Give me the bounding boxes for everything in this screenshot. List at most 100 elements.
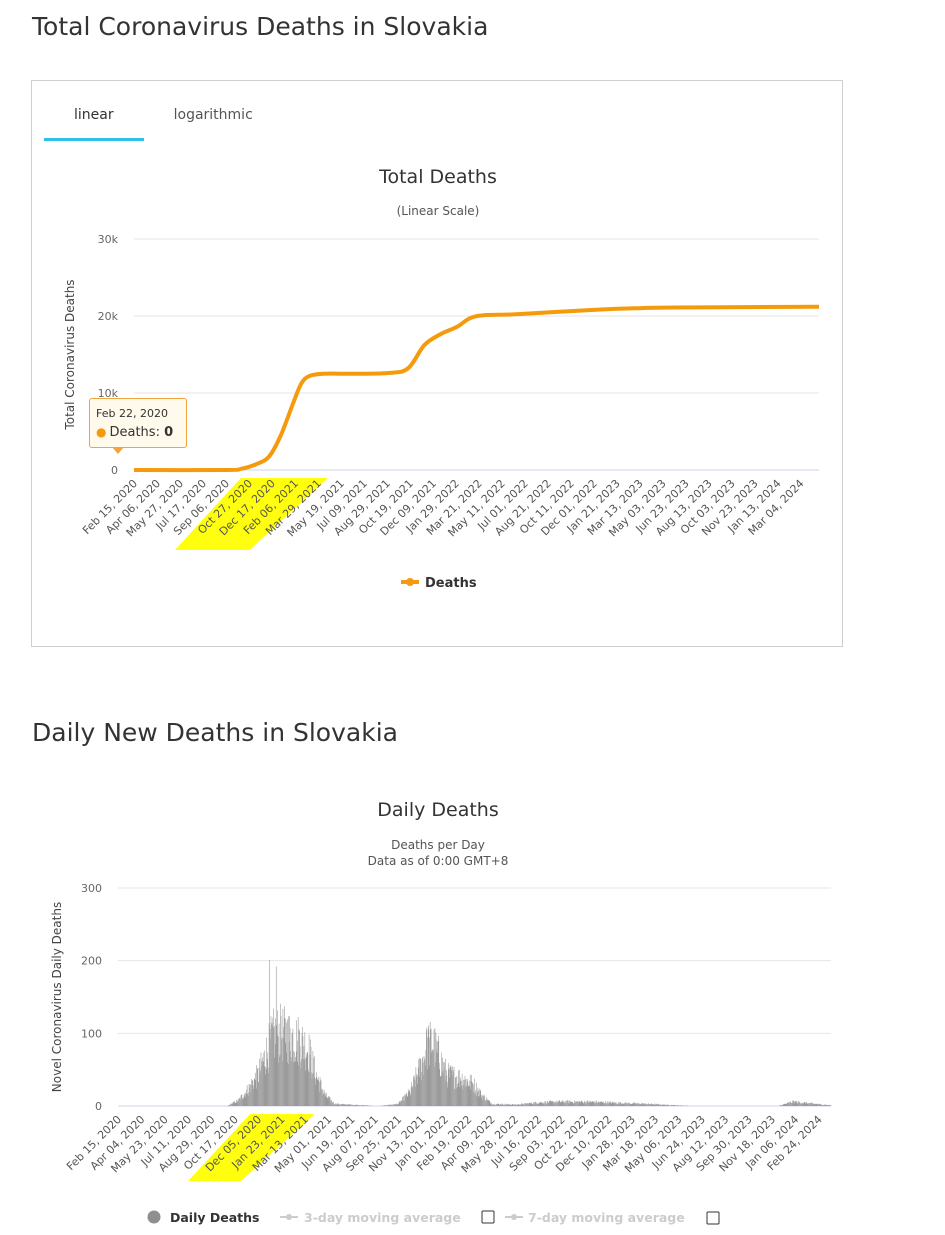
daily-bar: [636, 1103, 638, 1106]
daily-bar: [802, 1103, 804, 1106]
daily-bar: [388, 1104, 390, 1106]
daily-bar: [661, 1105, 663, 1106]
daily-bar: [508, 1103, 509, 1106]
daily-bar: [588, 1101, 589, 1106]
daily-bar: [586, 1101, 588, 1106]
daily-bar: [784, 1103, 786, 1106]
daily-bar: [415, 1067, 417, 1106]
daily-bar: [269, 1028, 271, 1106]
daily-bar: [425, 1065, 426, 1106]
daily-bar: [783, 1104, 785, 1106]
daily-bar: [266, 1037, 268, 1106]
daily-bar: [249, 1084, 251, 1106]
daily-bar: [653, 1104, 655, 1106]
daily-bar: [823, 1104, 824, 1106]
daily-bar: [350, 1104, 351, 1106]
legend-deaths-label: Deaths: [425, 576, 477, 591]
y-axis-label: Total Coronavirus Deaths: [63, 279, 77, 430]
daily-bar: [258, 1067, 260, 1106]
daily-bar: [790, 1102, 792, 1106]
daily-bar: [454, 1089, 456, 1106]
daily-bar: [660, 1104, 662, 1106]
daily-bar: [354, 1105, 355, 1106]
daily-bar: [406, 1094, 408, 1106]
daily-bar: [228, 1104, 230, 1106]
daily-bar: [554, 1102, 555, 1106]
daily-bar: [629, 1102, 630, 1106]
daily-bar: [580, 1102, 582, 1106]
daily-bar: [564, 1102, 565, 1106]
daily-bar: [634, 1102, 635, 1106]
daily-bar: [424, 1060, 426, 1106]
daily-bar: [799, 1101, 800, 1106]
daily-bar: [440, 1075, 442, 1106]
daily-bar: [465, 1079, 466, 1106]
tooltip-value-row: ● Deaths: 0: [96, 425, 173, 440]
daily-bar: [792, 1100, 793, 1106]
daily-bar: [308, 1034, 310, 1106]
daily-bar: [451, 1075, 453, 1106]
daily-bar: [800, 1103, 802, 1106]
daily-bar: [610, 1102, 612, 1106]
daily-bar: [299, 1046, 301, 1106]
daily-bar: [534, 1102, 536, 1106]
daily-bar: [231, 1103, 233, 1106]
daily-bar: [513, 1103, 515, 1106]
daily-bar: [633, 1102, 635, 1106]
daily-bar: [329, 1097, 331, 1106]
daily-bar: [527, 1103, 528, 1106]
daily-bar: [401, 1100, 402, 1106]
tab-logarithmic[interactable]: logarithmic: [173, 107, 253, 123]
daily-bar: [386, 1105, 388, 1106]
daily-bar: [642, 1103, 644, 1106]
daily-bar: [519, 1104, 521, 1106]
daily-bar: [321, 1089, 322, 1106]
daily-bar: [639, 1103, 640, 1106]
daily-bar: [400, 1100, 402, 1106]
daily-bar: [801, 1103, 802, 1106]
daily-bar: [583, 1102, 584, 1106]
daily-bar: [574, 1102, 576, 1106]
daily-bar: [452, 1071, 454, 1106]
daily-bar: [545, 1101, 547, 1106]
daily-bar: [494, 1104, 495, 1106]
daily-bar: [549, 1100, 550, 1106]
legend-7day-checkbox[interactable]: [706, 1211, 720, 1225]
daily-bar: [598, 1101, 599, 1106]
daily-bar: [443, 1062, 444, 1106]
daily-bar: [590, 1101, 591, 1106]
legend-3day-checkbox[interactable]: [481, 1210, 495, 1224]
daily-bar: [429, 1037, 430, 1106]
daily-bar: [238, 1098, 239, 1106]
daily-bar: [563, 1102, 565, 1106]
daily-bar: [436, 1040, 437, 1106]
daily-bar: [579, 1101, 581, 1106]
daily-bar: [445, 1080, 447, 1106]
daily-bar: [403, 1096, 404, 1106]
daily-bar: [284, 1018, 286, 1106]
tab-linear[interactable]: linear: [44, 101, 144, 141]
daily-bar: [429, 1021, 431, 1106]
daily-bar: [672, 1105, 674, 1106]
x-tick-highlight: [188, 1114, 315, 1181]
daily-bar: [363, 1105, 364, 1106]
daily-bar: [450, 1066, 452, 1106]
daily-bar: [348, 1104, 349, 1106]
daily-bar: [815, 1104, 817, 1106]
daily-bar: [427, 1069, 428, 1106]
daily-bar: [559, 1102, 561, 1106]
daily-bar: [508, 1104, 510, 1106]
daily-bar: [636, 1103, 637, 1106]
daily-bar: [801, 1103, 803, 1106]
daily-bar: [412, 1088, 413, 1106]
daily-bar: [795, 1101, 797, 1106]
daily-bar: [475, 1094, 477, 1106]
daily-bar: [620, 1101, 621, 1106]
daily-bar: [548, 1102, 549, 1106]
daily-bar: [475, 1090, 476, 1106]
daily-bar: [476, 1082, 477, 1106]
daily-bar: [592, 1101, 594, 1106]
daily-bar: [501, 1103, 503, 1106]
daily-bar: [336, 1104, 338, 1106]
daily-bar: [538, 1103, 539, 1106]
